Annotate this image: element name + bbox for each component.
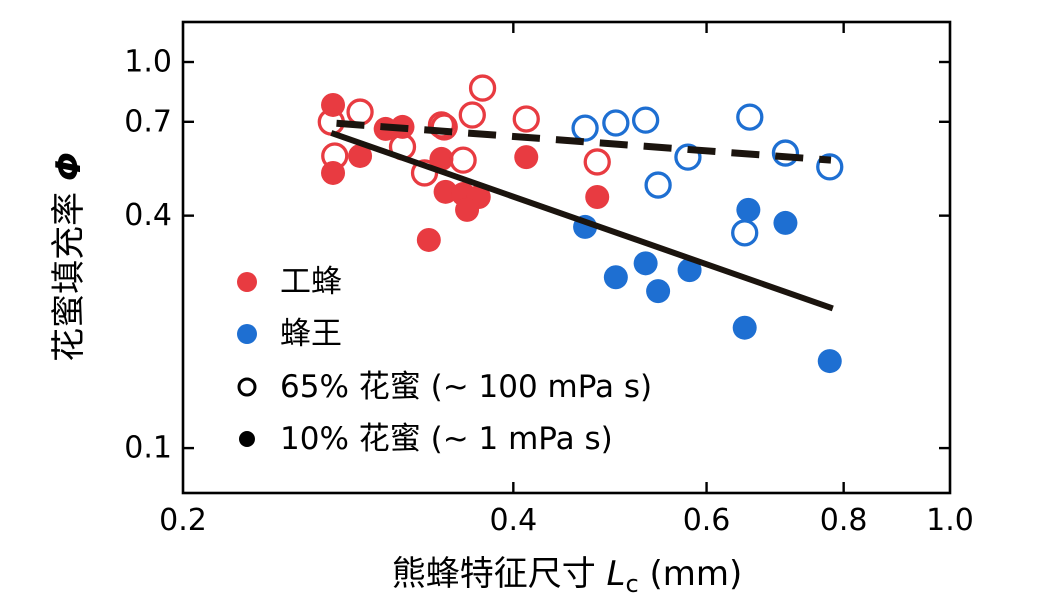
legend-marker	[237, 377, 257, 397]
data-point-queen-filled	[603, 265, 628, 290]
x-tick-label: 0.8	[820, 503, 868, 538]
legend-label: 蜂王	[280, 316, 342, 352]
y-tick-label: 0.7	[124, 104, 172, 139]
data-point-queen-open	[816, 153, 844, 181]
axis-labels: 0.2 0.4 0.6 0.8 1.0 0.1 0.4 0.7 1.0 熊蜂特征尺寸 Lc (mm…	[49, 45, 974, 598]
fit-lines	[330, 119, 834, 312]
plot-frame	[181, 20, 952, 495]
data-point-worker-filled	[585, 185, 610, 210]
data-point-queen-filled	[646, 279, 671, 304]
data-point-worker-open	[583, 148, 611, 176]
data-point-queen-open	[674, 143, 702, 171]
y-axis-title: 花蜜填充率 Φ	[49, 152, 89, 362]
y-tick-label: 1.0	[124, 45, 172, 80]
data-point-queen-open	[771, 139, 800, 167]
x-tick-label: 0.4	[489, 503, 537, 538]
data-points	[317, 74, 844, 374]
data-point-queen-filled	[732, 315, 757, 340]
data-point-worker-filled	[514, 145, 539, 170]
data-point-queen-open	[731, 219, 759, 247]
data-point-queen-open	[602, 109, 630, 137]
legend-marker	[237, 324, 257, 344]
data-point-queen-open	[736, 103, 764, 131]
plot-border	[181, 20, 952, 495]
legend-marker	[239, 431, 255, 447]
fit-line-dashed	[336, 119, 832, 164]
data-point-worker-filled	[348, 143, 373, 168]
data-point-worker-open	[321, 142, 349, 170]
y-tick-label: 0.1	[124, 431, 172, 466]
data-point-queen-filled	[773, 210, 798, 235]
legend-marker	[237, 272, 257, 292]
x-tick-label: 1.0	[926, 503, 974, 538]
data-point-queen-filled	[736, 197, 761, 222]
data-point-worker-open	[346, 98, 374, 126]
data-point-worker-filled	[416, 227, 441, 252]
data-point-worker-open	[512, 105, 540, 133]
data-point-worker-filled	[433, 179, 458, 204]
legend-label: 10% 花蜜 (~ 1 mPa s)	[280, 421, 613, 457]
data-point-queen-filled	[817, 349, 842, 374]
axis-ticks	[183, 22, 950, 493]
data-point-worker-filled	[455, 197, 480, 222]
x-axis-title: 熊蜂特征尺寸 Lc (mm)	[392, 554, 743, 598]
fit-line-solid	[330, 130, 834, 312]
legend-label: 工蜂	[280, 264, 342, 300]
legend-label: 65% 花蜜 (~ 100 mPa s)	[280, 369, 652, 405]
data-point-worker-open	[458, 101, 486, 129]
x-tick-label: 0.2	[159, 503, 207, 538]
data-point-queen-filled	[633, 251, 658, 276]
data-point-queen-open	[631, 106, 660, 134]
data-point-queen-open	[571, 114, 599, 142]
data-point-worker-open	[449, 146, 477, 174]
data-point-queen-filled	[677, 258, 702, 283]
data-point-worker-open	[468, 74, 497, 102]
x-tick-label: 0.6	[683, 503, 731, 538]
data-point-queen-open	[644, 171, 672, 199]
y-tick-label: 0.4	[124, 198, 172, 233]
